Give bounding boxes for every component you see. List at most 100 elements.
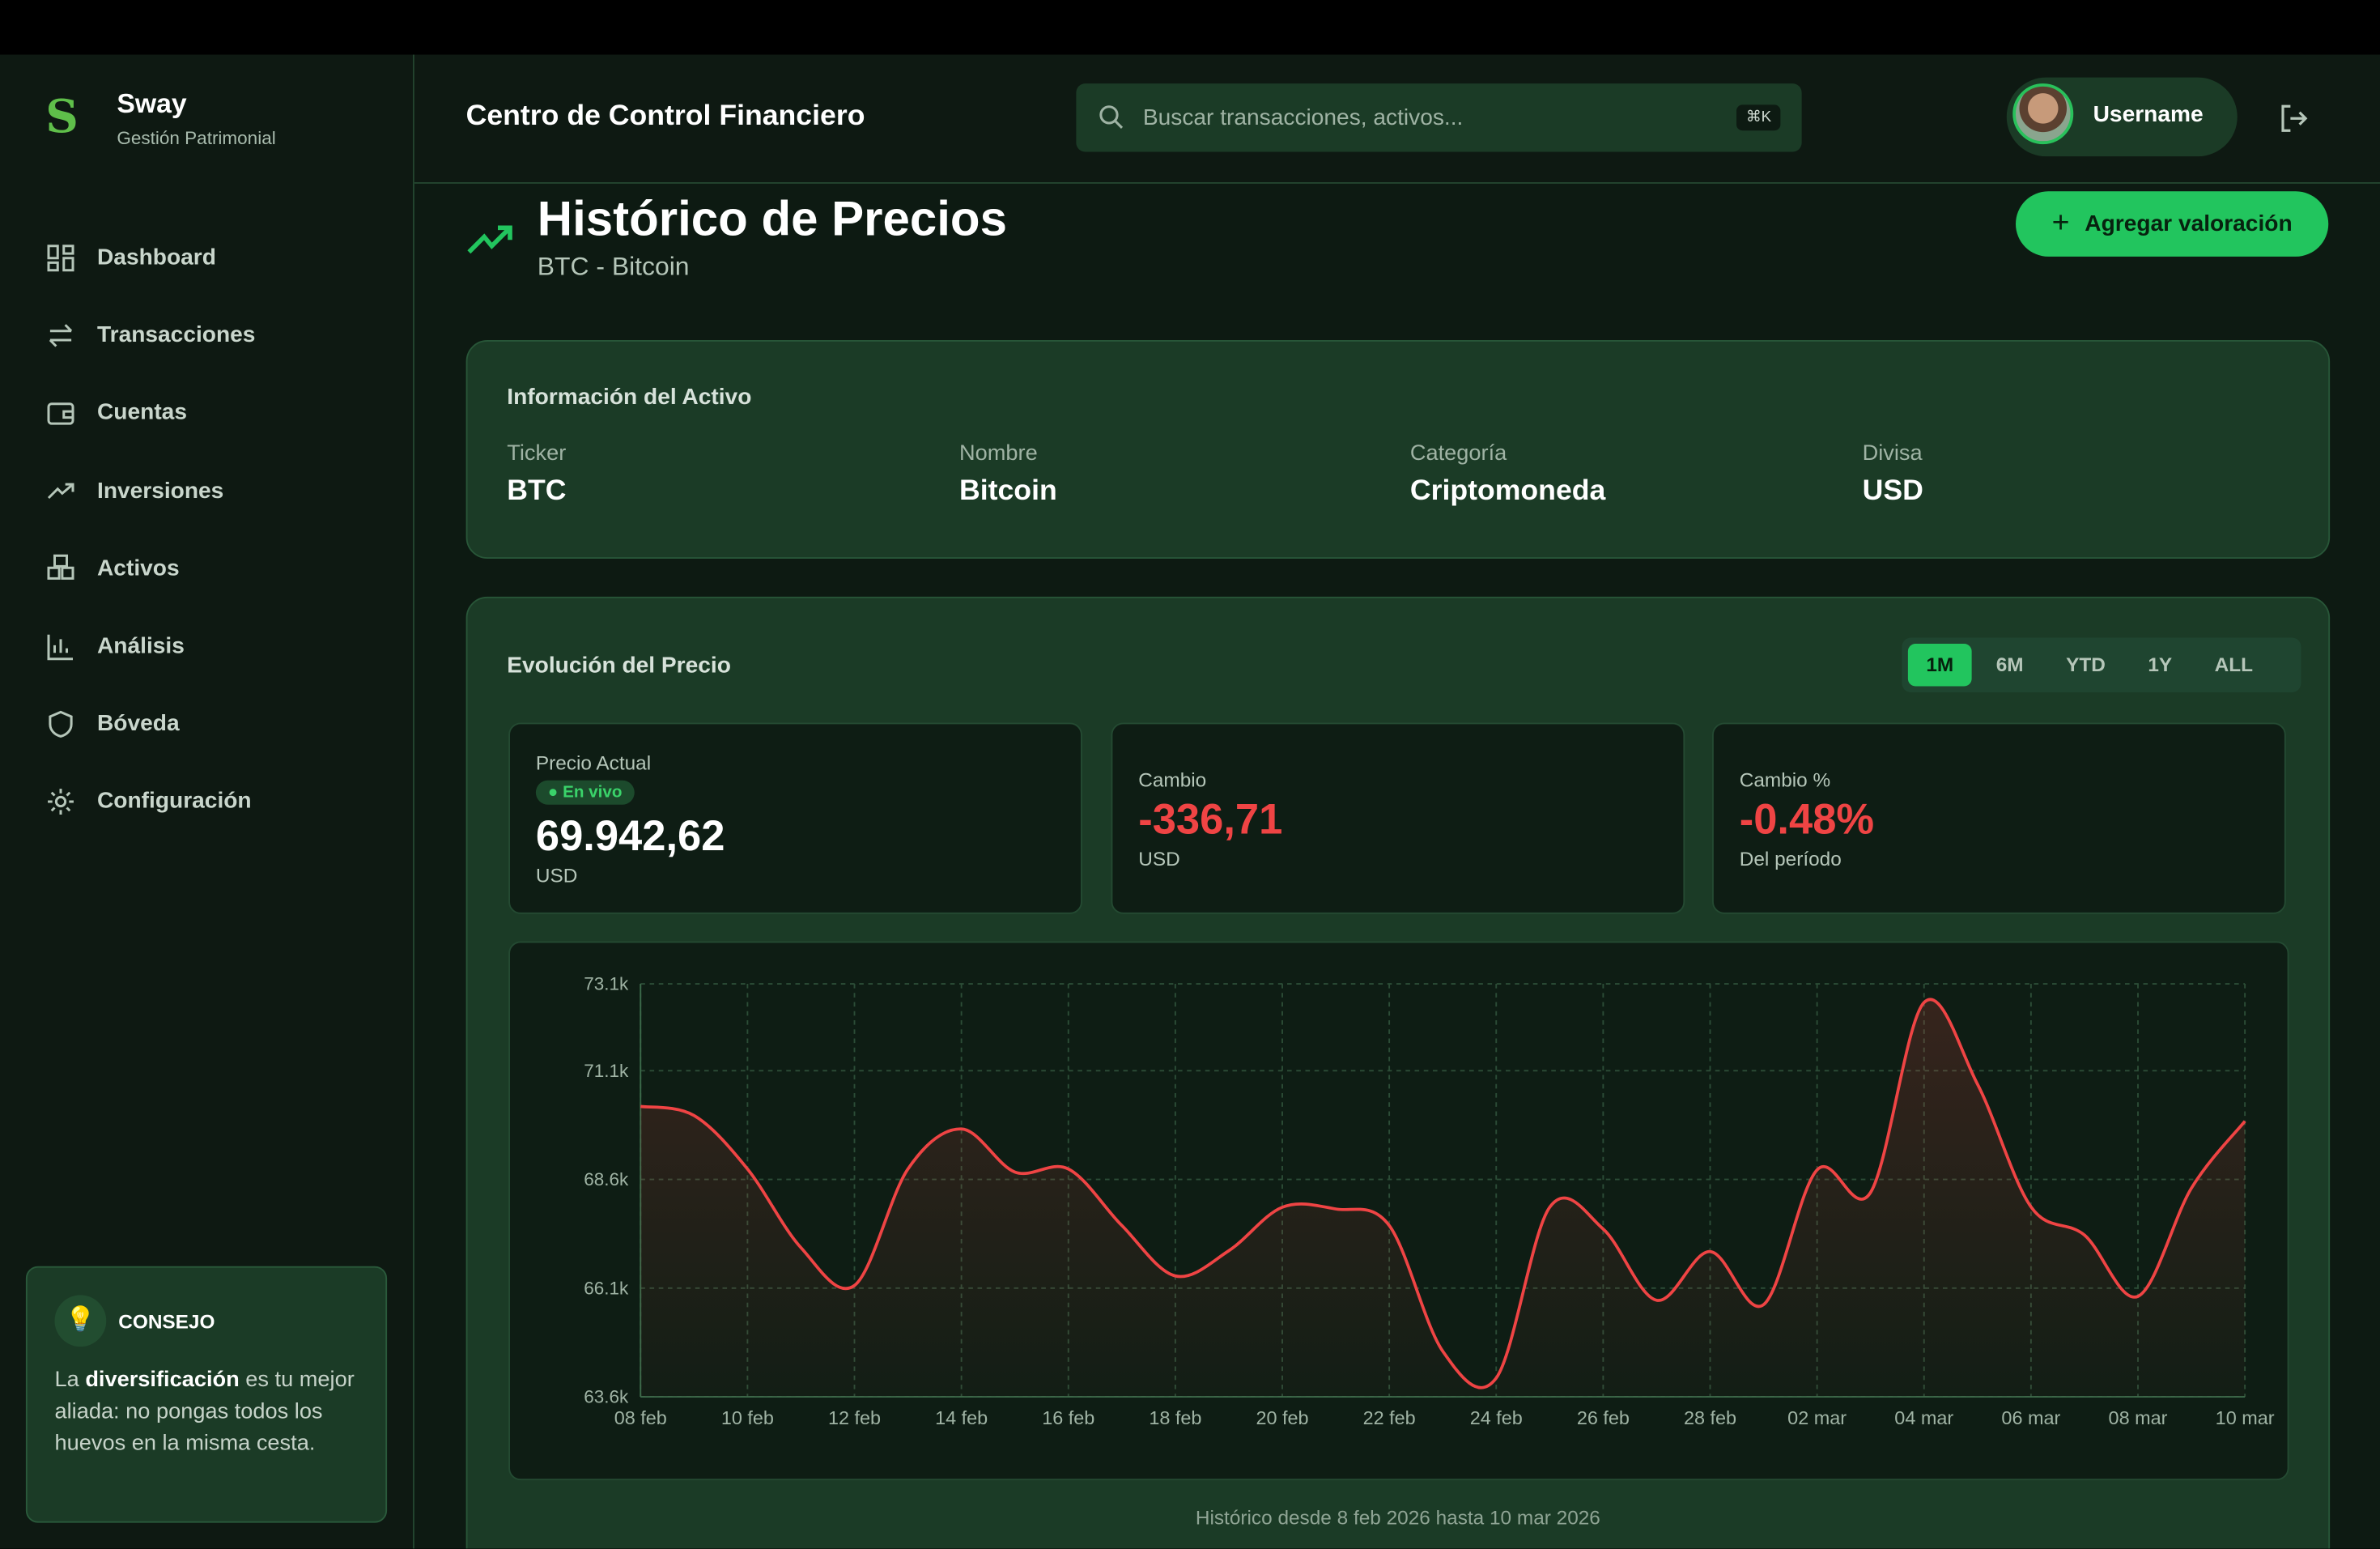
sidebar-item-label: Configuración [97, 789, 252, 815]
grid-icon [45, 242, 76, 273]
trending-up-icon [45, 475, 76, 506]
sidebar-item-label: Inversiones [97, 478, 223, 504]
trending-up-icon [466, 219, 518, 262]
x-tick-label: 08 mar [2109, 1407, 2168, 1428]
field-nombre: Nombre Bitcoin [959, 442, 1057, 509]
x-tick-label: 16 feb [1042, 1407, 1094, 1428]
field-divisa: Divisa USD [1863, 442, 1923, 509]
sidebar-item-label: Cuentas [97, 400, 187, 426]
sidebar-item-boveda[interactable]: Bóveda [0, 685, 413, 763]
live-badge: ● En vivo [536, 781, 635, 805]
x-tick-label: 18 feb [1149, 1407, 1201, 1428]
sidebar: S Sway Gestión Patrimonial Dashboard Tra… [0, 55, 414, 1549]
plus-icon: + [2052, 206, 2070, 241]
sidebar-item-label: Transacciones [97, 322, 255, 348]
field-value: BTC [507, 475, 566, 509]
field-value: Bitcoin [959, 475, 1057, 509]
add-valuation-label: Agregar valoración [2085, 211, 2292, 237]
x-tick-label: 22 feb [1363, 1407, 1416, 1428]
add-valuation-button[interactable]: + Agregar valoración [2016, 191, 2328, 257]
current-price-card: Precio Actual ● En vivo 69.942,62 USD [508, 723, 1082, 914]
x-tick-label: 10 mar [2216, 1407, 2275, 1428]
price-area [640, 999, 2245, 1397]
sidebar-item-dashboard[interactable]: Dashboard [0, 219, 413, 296]
y-tick-label: 71.1k [584, 1061, 629, 1081]
stat-unit: USD [536, 864, 577, 887]
sidebar-item-cuentas[interactable]: Cuentas [0, 374, 413, 452]
sidebar-item-transacciones[interactable]: Transacciones [0, 296, 413, 374]
x-tick-label: 14 feb [935, 1407, 988, 1428]
tip-text-bold: diversificación [85, 1368, 239, 1392]
range-1m[interactable]: 1M [1908, 644, 1972, 687]
x-tick-label: 12 feb [828, 1407, 881, 1428]
gear-icon [45, 786, 76, 817]
x-tick-label: 06 mar [2001, 1407, 2060, 1428]
brand-subtitle: Gestión Patrimonial [117, 128, 275, 149]
current-price-value: 69.942,62 [536, 812, 725, 861]
range-selector: 1M 6M YTD 1Y ALL [1902, 638, 2301, 693]
price-evolution-card: Evolución del Precio 1M 6M YTD 1Y ALL Pr… [466, 597, 2331, 1549]
sidebar-item-analisis[interactable]: Análisis [0, 607, 413, 685]
app-title: Centro de Control Financiero [466, 100, 865, 134]
sidebar-item-label: Bóveda [97, 711, 180, 737]
tip-text: La diversificación es tu mejor aliada: n… [55, 1365, 366, 1461]
change-value: -336,71 [1138, 796, 1282, 845]
asset-info-title: Información del Activo [507, 384, 751, 410]
stat-unit: Del período [1740, 847, 1842, 870]
range-all[interactable]: ALL [2196, 644, 2271, 687]
range-6m[interactable]: 6M [1978, 644, 2042, 687]
sidebar-item-inversiones[interactable]: Inversiones [0, 452, 413, 530]
search-placeholder: Buscar transacciones, activos... [1143, 104, 1464, 130]
brand-name: Sway [117, 88, 186, 120]
field-label: Categoría [1410, 442, 1605, 466]
stat-unit: USD [1138, 847, 1179, 870]
field-label: Nombre [959, 442, 1057, 466]
field-value: USD [1863, 475, 1923, 509]
y-tick-label: 73.1k [584, 974, 629, 994]
boxes-icon [45, 553, 76, 584]
x-tick-label: 24 feb [1470, 1407, 1523, 1428]
sidebar-nav: Dashboard Transacciones Cuentas Inversio… [0, 219, 413, 840]
x-tick-label: 28 feb [1684, 1407, 1736, 1428]
sidebar-item-configuracion[interactable]: Configuración [0, 763, 413, 840]
stat-label: Cambio % [1740, 768, 1830, 791]
change-pct-card: Cambio % -0.48% Del período [1712, 723, 2286, 914]
asset-info-card: Información del Activo Ticker BTC Nombre B… [466, 340, 2331, 559]
x-tick-label: 04 mar [1894, 1407, 1953, 1428]
field-label: Divisa [1863, 442, 1923, 466]
search-input[interactable]: Buscar transacciones, activos... ⌘K [1076, 83, 1801, 151]
shield-icon [45, 709, 76, 739]
page-title: Histórico de Precios [538, 191, 1007, 247]
lightbulb-icon: 💡 [55, 1295, 107, 1347]
swap-icon [45, 320, 76, 351]
change-card: Cambio -336,71 USD [1111, 723, 1685, 914]
x-tick-label: 02 mar [1787, 1407, 1847, 1428]
x-tick-label: 20 feb [1256, 1407, 1308, 1428]
live-label: En vivo [563, 784, 622, 802]
page-subtitle: BTC - Bitcoin [538, 252, 690, 283]
y-tick-label: 66.1k [584, 1278, 629, 1298]
search-shortcut: ⌘K [1737, 104, 1781, 130]
x-tick-label: 10 feb [721, 1407, 774, 1428]
y-tick-label: 63.6k [584, 1387, 629, 1407]
top-header: Centro de Control Financiero Buscar tran… [414, 55, 2380, 184]
change-pct-value: -0.48% [1740, 796, 1874, 845]
range-ytd[interactable]: YTD [2048, 644, 2124, 687]
range-1y[interactable]: 1Y [2130, 644, 2191, 687]
evolution-title: Evolución del Precio [507, 653, 731, 679]
user-menu[interactable]: Username [2007, 78, 2238, 157]
sidebar-item-activos[interactable]: Activos [0, 530, 413, 607]
field-label: Ticker [507, 442, 566, 466]
sway-logo-icon: S [45, 91, 91, 143]
logout-icon[interactable] [2277, 102, 2310, 135]
tip-title: CONSEJO [118, 1310, 215, 1333]
sidebar-item-label: Dashboard [97, 245, 216, 270]
sidebar-item-label: Activos [97, 555, 180, 581]
stat-label: Cambio [1138, 768, 1206, 791]
x-tick-label: 26 feb [1577, 1407, 1630, 1428]
avatar [2012, 83, 2073, 144]
x-tick-label: 08 feb [614, 1407, 667, 1428]
